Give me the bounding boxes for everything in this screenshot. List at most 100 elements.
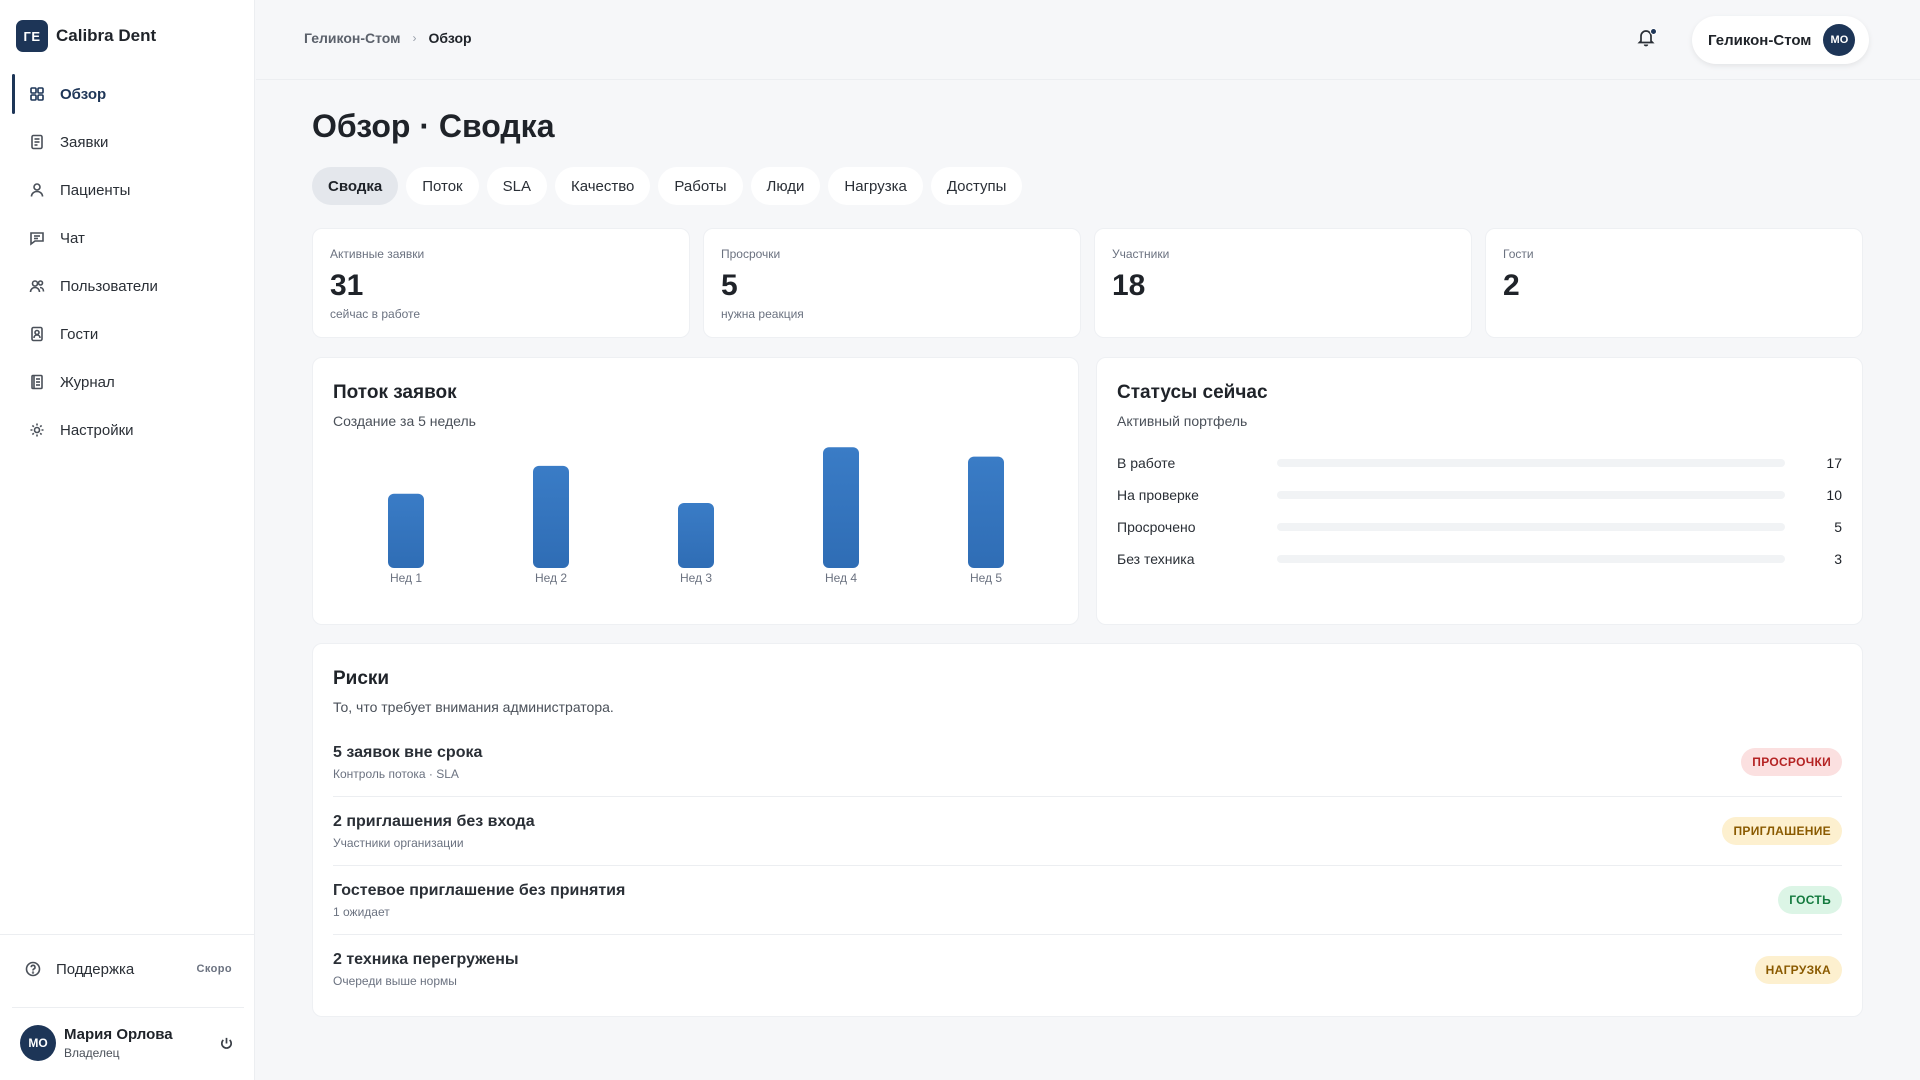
stat-value: 31 [330,269,364,302]
brand-name: Calibra Dent [56,26,157,45]
user-role: Владелец [64,1046,120,1060]
sidebar-item-journal[interactable]: Журнал [12,362,244,402]
status-count: 10 [1826,487,1842,503]
status-bar [1277,459,1785,467]
chat-icon [28,229,46,247]
chart-x-tick-label: Нед 4 [825,571,857,585]
tab-access[interactable]: Доступы [930,167,1023,205]
tab-quality[interactable]: Качество [554,167,651,205]
sidebar-item-label: Гости [60,325,99,343]
sidebar-item-chat[interactable]: Чат [12,218,244,258]
power-icon [220,1037,232,1049]
status-row: В работе 17 [1117,447,1842,479]
stat-card-overdue: Просрочки 5 нужна реакция [703,228,1081,338]
chart-bar [678,503,714,568]
sidebar-item-users[interactable]: Пользователи [12,266,244,306]
stat-value: 2 [1503,269,1520,302]
risk-meta: Контроль потока · SLA [333,766,459,781]
risk-item[interactable]: Гостевое приглашение без принятия 1 ожид… [333,866,1842,935]
breadcrumb-current: Обзор [428,30,472,46]
stat-value: 5 [721,269,738,302]
status-card: Статусы сейчас Активный портфель В работ… [1096,357,1863,625]
card-subtitle: Создание за 5 недель [333,413,476,429]
guest-badge-icon [28,325,46,343]
chart-bar [968,456,1004,568]
support-link[interactable]: Поддержка Скоро [24,960,232,978]
stat-label: Активные заявки [330,247,425,261]
notifications-button[interactable] [1636,27,1660,51]
status-row: На проверке 10 [1117,479,1842,511]
card-title: Поток заявок [333,382,457,403]
notification-dot [1650,28,1657,35]
support-soon-badge: Скоро [196,963,232,975]
tab-sla[interactable]: SLA [486,167,547,205]
tab-flow[interactable]: Поток [406,167,479,205]
status-label: Без техника [1117,551,1195,567]
sidebar-item-requests[interactable]: Заявки [12,122,244,162]
stat-caption: нужна реакция [721,307,804,321]
status-label: Просрочено [1117,519,1196,535]
chart-x-tick-label: Нед 3 [680,571,712,585]
sidebar-item-overview[interactable]: Обзор [12,74,244,114]
chart-x-tick-label: Нед 2 [535,571,567,585]
breadcrumb-org[interactable]: Геликон-Стом [304,30,401,46]
bell-icon [1637,30,1655,47]
chart-bar [388,493,424,568]
tab-summary[interactable]: Сводка [312,167,399,205]
stat-card-guests: Гости 2 [1485,228,1863,338]
avatar[interactable]: МО [20,1025,56,1061]
sidebar-item-label: Пользователи [60,277,158,295]
sidebar-item-settings[interactable]: Настройки [12,410,244,450]
sidebar-item-label: Заявки [60,133,109,151]
risk-meta: Очереди выше нормы [333,974,457,988]
chart-x-tick-label: Нед 5 [970,571,1002,585]
chart-bar [533,465,569,568]
avatar: МО [1823,24,1856,56]
card-title: Риски [333,668,390,689]
status-bar [1277,491,1785,499]
stat-label: Просрочки [721,247,781,261]
sidebar-footer: Поддержка Скоро МО Мария Орлова Владелец [0,934,255,1061]
stat-label: Гости [1503,247,1534,261]
document-icon [28,133,46,151]
divider [12,1007,244,1008]
logout-button[interactable] [216,1033,236,1053]
chevron-right-icon: › [412,31,417,45]
tab-works[interactable]: Работы [658,167,743,205]
status-label: В работе [1117,455,1176,471]
status-count: 3 [1834,551,1842,567]
user-profile: МО Мария Орлова Владелец [20,1025,236,1061]
risk-item[interactable]: 2 приглашения без входа Участники органи… [333,797,1842,866]
risk-title: Гостевое приглашение без принятия [333,881,626,899]
sidebar-item-guests[interactable]: Гости [12,314,244,354]
risk-meta: Участники организации [333,835,464,850]
org-switcher[interactable]: Геликон-Стом МО [1692,16,1870,64]
status-label: На проверке [1117,487,1199,503]
stat-card-members: Участники 18 [1094,228,1472,338]
risk-title: 5 заявок вне срока [333,743,483,761]
breadcrumb: Геликон-Стом › Обзор [304,30,472,46]
users-icon [28,277,46,295]
brand[interactable]: ГЕ Calibra Dent [16,20,156,52]
sidebar-item-patients[interactable]: Пациенты [12,170,244,210]
page-title: Обзор · Сводка [312,108,555,144]
sidebar-item-label: Обзор [60,85,107,103]
user-icon [28,181,46,199]
stat-label: Участники [1112,247,1170,261]
grid-icon [28,85,46,103]
risk-list: 5 заявок вне срока Контроль потока · SLA… [333,728,1842,1004]
risk-item[interactable]: 5 заявок вне срока Контроль потока · SLA… [333,728,1842,797]
risk-item[interactable]: 2 техника перегружены Очереди выше нормы… [333,935,1842,1004]
sidebar-nav: Обзор Заявки Пациенты Чат Пользователи [12,74,244,458]
risk-badge: ПРИГЛАШЕНИЕ [1722,817,1842,845]
stat-caption: сейчас в работе [330,307,421,321]
status-count: 17 [1826,455,1842,471]
card-subtitle: То, что требует внимания администратора. [333,699,614,715]
risk-title: 2 приглашения без входа [333,812,535,830]
risk-badge: НАГРУЗКА [1754,955,1842,984]
status-bar [1277,555,1785,563]
tab-people[interactable]: Люди [750,167,821,205]
tab-load[interactable]: Нагрузка [828,167,923,205]
risks-card: Риски То, что требует внимания администр… [312,643,1863,1017]
